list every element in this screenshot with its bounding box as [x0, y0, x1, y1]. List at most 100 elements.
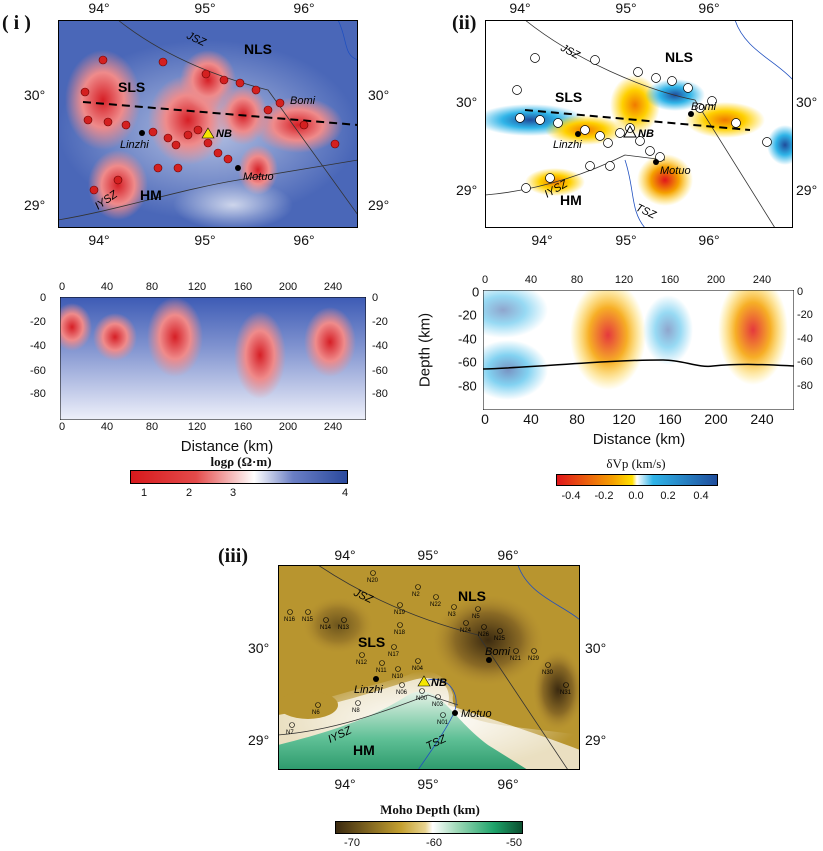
region-hm: HM: [353, 742, 375, 758]
colorbar-tick: 0.4: [693, 490, 709, 502]
station-label: N04: [412, 666, 424, 672]
lat-tick: 29°: [456, 182, 478, 198]
station-marker: [497, 628, 503, 634]
place-linzhi: Linzhi: [553, 139, 582, 151]
station-marker: [395, 666, 401, 672]
station-marker: [707, 96, 717, 106]
nb-triangle-icon: [201, 127, 215, 139]
colorbar-tick: -60: [426, 837, 442, 849]
lon-tick: 95°: [194, 0, 216, 16]
lat-tick: 30°: [248, 640, 270, 656]
depth-tick: 0: [797, 286, 804, 298]
distance-tick: 160: [233, 281, 253, 293]
panel-i-label: ( i ): [2, 12, 31, 34]
station-marker: [521, 183, 531, 193]
colorbar-tick: -50: [506, 837, 522, 849]
station-marker: [113, 175, 123, 185]
region-nls: NLS: [244, 41, 272, 57]
colorbar-tick: -0.2: [594, 490, 614, 502]
station-marker: [397, 622, 403, 628]
station-marker: [323, 617, 329, 623]
lon-tick: 96°: [293, 232, 315, 248]
station-marker: [512, 85, 522, 95]
depth-tick: -60: [458, 354, 477, 370]
station-marker: [397, 602, 403, 608]
region-sls: SLS: [555, 89, 582, 105]
station-marker: [183, 130, 193, 140]
distance-tick: 40: [100, 421, 114, 433]
station-label: N14: [320, 625, 332, 631]
station-marker: [251, 85, 261, 95]
station-label: N8: [352, 708, 360, 714]
region-sls: SLS: [118, 79, 145, 95]
colorbar-tick: 0.2: [660, 490, 676, 502]
colorbar-tick: 0.0: [628, 490, 644, 502]
lon-tick: 94°: [334, 776, 356, 792]
depth-tick: -40: [30, 340, 46, 352]
station-marker: [83, 115, 93, 125]
station-marker: [651, 73, 661, 83]
lat-tick: 30°: [24, 87, 46, 103]
station-marker: [683, 83, 693, 93]
lat-tick: 30°: [585, 640, 607, 656]
station-label: N16: [284, 617, 296, 623]
distance-tick: 160: [233, 421, 253, 433]
station-marker: [580, 125, 590, 135]
distance-tick: 120: [187, 281, 207, 293]
station-marker: [121, 120, 131, 130]
velocity-map: NLS SLS HM Linzhi Motuo Bomi NB JSZ IYSZ…: [485, 20, 793, 228]
lon-tick: 96°: [698, 0, 720, 16]
station-label: N17: [388, 652, 400, 658]
distance-tick: 240: [323, 421, 343, 433]
station-marker: [515, 113, 525, 123]
station-marker: [201, 69, 211, 79]
station-marker: [287, 609, 293, 615]
depth-tick: 0: [472, 284, 480, 300]
station-marker: [585, 161, 595, 171]
station-marker: [545, 173, 555, 183]
distance-tick: 80: [570, 274, 584, 286]
station-marker: [98, 55, 108, 65]
x-axis-label: Distance (km): [592, 431, 686, 448]
depth-tick: -20: [458, 307, 477, 323]
station-marker: [731, 118, 741, 128]
station-marker: [275, 98, 285, 108]
station-marker: [289, 722, 295, 728]
station-marker: [545, 662, 551, 668]
lon-tick: 96°: [497, 547, 519, 563]
lat-tick: 29°: [368, 197, 390, 213]
station-label: N15: [302, 617, 314, 623]
station-label: N22: [430, 602, 442, 608]
station-marker: [391, 644, 397, 650]
station-marker: [153, 163, 163, 173]
place-bomi: Bomi: [485, 646, 511, 658]
depth-tick: -40: [372, 340, 388, 352]
station-marker: [80, 87, 90, 97]
station-label: N6: [312, 710, 320, 716]
colorbar-title: Moho Depth (km): [380, 802, 480, 817]
lon-tick: 94°: [88, 232, 110, 248]
station-marker: [355, 700, 361, 706]
station-marker: [203, 138, 213, 148]
station-label: N12: [356, 660, 368, 666]
station-marker: [419, 688, 425, 694]
station-marker: [299, 120, 309, 130]
station-marker: [171, 140, 181, 150]
colorbar-tick: -70: [344, 837, 360, 849]
station-marker: [163, 133, 173, 143]
lon-tick: 94°: [88, 0, 110, 16]
lat-tick: 30°: [796, 94, 818, 110]
station-marker: [762, 137, 772, 147]
y-axis-label: Depth (km): [416, 312, 434, 388]
distance-tick: 0: [481, 274, 489, 286]
station-marker: [645, 146, 655, 156]
place-motuo: Motuo: [243, 171, 274, 183]
distance-tick: 160: [660, 274, 680, 286]
distance-tick: 120: [187, 421, 207, 433]
station-marker: [219, 75, 229, 85]
station-marker: [563, 682, 569, 688]
lon-tick: 95°: [194, 232, 216, 248]
lat-tick: 29°: [796, 182, 818, 198]
station-label: N11: [376, 668, 387, 674]
station-label: N10: [392, 674, 404, 680]
